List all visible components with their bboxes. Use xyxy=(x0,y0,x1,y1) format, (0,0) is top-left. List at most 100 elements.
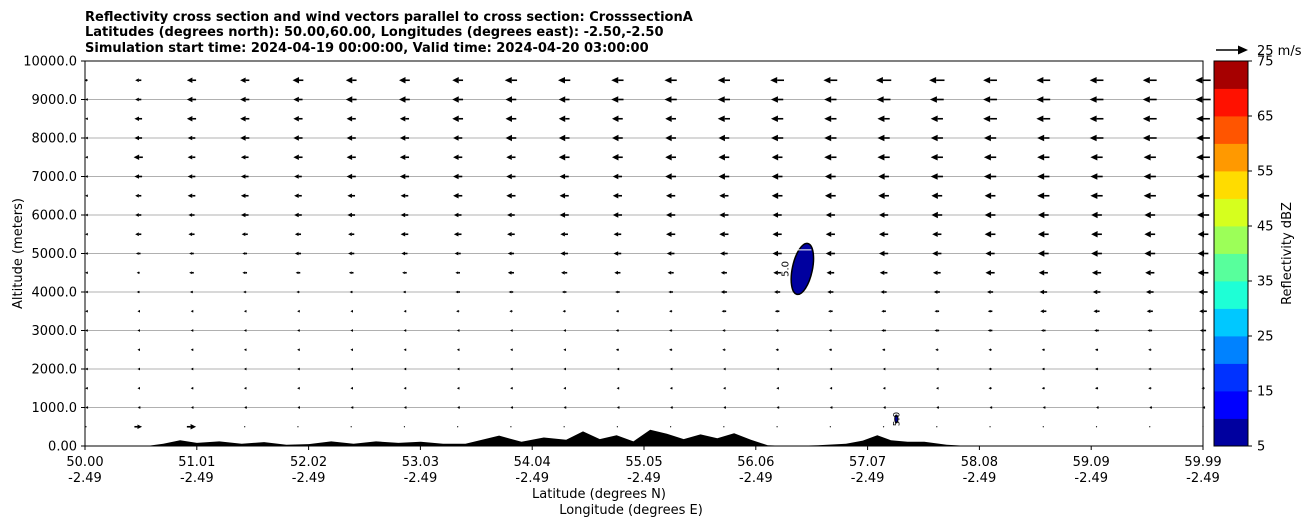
wind-vector-head xyxy=(453,173,459,180)
wind-vector xyxy=(348,232,355,237)
wind-vector-head xyxy=(85,348,88,352)
wind-vector xyxy=(1196,192,1210,199)
wind-vector-head xyxy=(403,309,407,313)
wind-vector xyxy=(1040,329,1046,332)
wind-vector-head xyxy=(243,386,247,390)
wind-vector xyxy=(244,426,246,428)
wind-vector-head xyxy=(723,386,726,390)
wind-vector-head xyxy=(240,96,246,103)
wind-vector-head xyxy=(1041,386,1045,390)
wind-vector xyxy=(350,309,353,313)
wind-vector xyxy=(85,213,88,217)
wind-vector-head xyxy=(403,386,407,390)
wind-vector-head xyxy=(1089,77,1097,84)
wind-vector-head xyxy=(936,386,939,390)
wind-vector xyxy=(666,231,676,238)
wind-vector xyxy=(1144,211,1156,219)
wind-vector-head xyxy=(457,406,460,409)
wind-vector-head xyxy=(563,386,566,390)
wind-vector-head xyxy=(1038,269,1045,276)
wind-vector xyxy=(1041,386,1045,390)
wind-vector xyxy=(186,77,197,84)
y-tick-label: 0.00 xyxy=(48,440,77,455)
wind-vector-head xyxy=(1040,309,1044,314)
wind-vector-head xyxy=(558,134,566,142)
wind-vector-head xyxy=(134,135,140,141)
wind-vector-head xyxy=(1041,367,1045,371)
wind-vector xyxy=(882,386,886,390)
wind-vector-head xyxy=(772,212,779,218)
wind-vector-head xyxy=(186,96,193,103)
wind-vector xyxy=(985,269,995,276)
wind-vector-head xyxy=(771,192,779,199)
wind-vector xyxy=(719,192,729,199)
wind-vector-head xyxy=(400,231,406,237)
wind-vector xyxy=(616,426,618,428)
wind-vector-head xyxy=(507,212,512,218)
wind-vector xyxy=(186,96,197,103)
wind-vector-head xyxy=(558,96,566,103)
wind-vector xyxy=(190,348,194,352)
wind-vector-head xyxy=(1094,386,1098,390)
wind-vector-head xyxy=(346,135,353,141)
wind-vector xyxy=(350,406,354,409)
wind-vector xyxy=(1197,250,1209,257)
wind-vector xyxy=(456,309,460,313)
wind-vector-head xyxy=(717,96,725,103)
wind-vector xyxy=(931,211,943,219)
wind-vector xyxy=(775,329,779,332)
wind-vector xyxy=(828,329,832,332)
wind-vector-head xyxy=(615,348,619,352)
wind-vector-head xyxy=(506,192,512,199)
wind-vector xyxy=(1094,348,1099,352)
wind-vector-head xyxy=(1037,173,1045,180)
wind-vector-head xyxy=(723,406,726,409)
wind-vector xyxy=(828,348,832,352)
wind-vector xyxy=(773,270,781,276)
wind-vector-head xyxy=(85,329,88,332)
wind-vector-head xyxy=(878,192,885,199)
wind-vector xyxy=(877,154,890,161)
wind-vector xyxy=(243,329,247,332)
wind-vector xyxy=(1143,154,1156,161)
colorbar-tick-label: 35 xyxy=(1257,275,1274,290)
y-tick-label: 10000.0 xyxy=(23,55,77,70)
wind-vector xyxy=(829,426,831,428)
wind-vector-head xyxy=(825,250,832,257)
wind-vector-head xyxy=(508,290,512,294)
wind-vector-head xyxy=(774,309,778,313)
wind-vector-head xyxy=(557,77,565,84)
wind-vector xyxy=(1037,250,1049,257)
wind-vector-head xyxy=(1142,96,1150,103)
wind-vector-head xyxy=(297,309,300,313)
wind-vector-head xyxy=(615,329,619,332)
wind-vector-head xyxy=(1148,348,1151,352)
wind-vector-head xyxy=(824,115,832,122)
wind-vector xyxy=(776,367,779,371)
wind-vector xyxy=(510,329,513,332)
wind-vector xyxy=(190,386,194,390)
wind-vector xyxy=(453,231,462,237)
wind-vector xyxy=(188,213,195,217)
wind-vector-head xyxy=(986,290,991,294)
wind-vector xyxy=(293,115,303,122)
wind-vector xyxy=(612,212,622,218)
wind-vector xyxy=(403,426,406,428)
terrain-silhouette xyxy=(85,429,1203,446)
wind-vector-head xyxy=(400,193,406,199)
y-tick-label: 2000.0 xyxy=(32,363,78,378)
wind-vector xyxy=(85,232,88,236)
wind-vector xyxy=(825,212,835,218)
wind-vector-head xyxy=(293,135,299,141)
wind-vector xyxy=(455,290,460,294)
wind-vector xyxy=(85,155,88,159)
wind-vector-head xyxy=(721,309,725,313)
wind-vector xyxy=(772,231,782,238)
wind-vector xyxy=(1144,250,1156,257)
wind-vector xyxy=(776,406,780,409)
wind-vector-head xyxy=(85,232,88,236)
wind-vector xyxy=(134,424,143,430)
wind-vector-head xyxy=(929,77,937,84)
wind-vector-head xyxy=(347,212,352,218)
wind-vector-head xyxy=(137,386,140,390)
